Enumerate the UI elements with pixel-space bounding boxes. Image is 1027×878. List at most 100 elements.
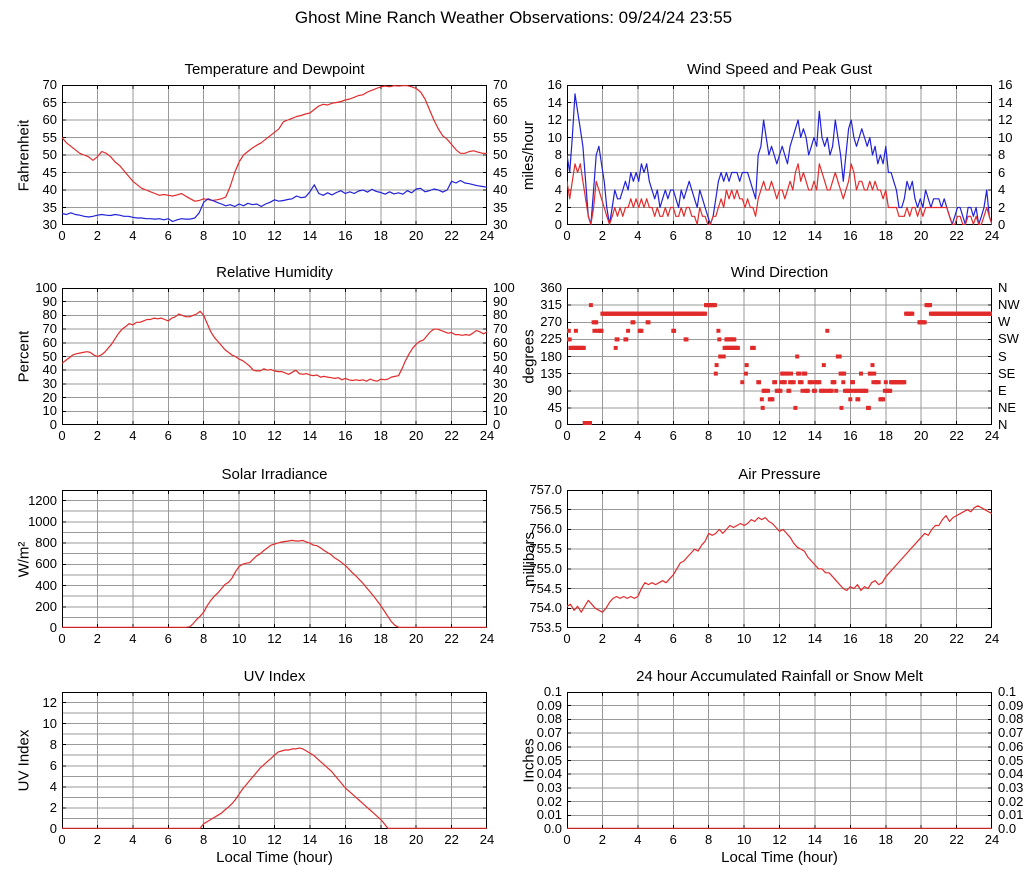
x-tick-label: 0: [563, 832, 571, 847]
y-tick-label: 0: [554, 417, 562, 432]
x-tick-label: 12: [772, 228, 787, 243]
y-tick-label: 755.0: [529, 560, 562, 576]
y-tick-label: 35: [42, 199, 57, 215]
x-tick-label: 18: [878, 228, 893, 243]
x-tick-label: 16: [843, 428, 858, 443]
x-axis-label: Local Time (hour): [216, 849, 333, 866]
y-tick-label: 100: [35, 280, 57, 295]
y-tick-label-right: 0: [998, 217, 1006, 232]
y-tick-label: 0.03: [536, 779, 562, 795]
y-tick-label-right: 0.06: [998, 738, 1024, 754]
y-tick-label-right: 50: [493, 348, 508, 364]
x-tick-label: 24: [984, 228, 1000, 243]
x-tick-label: 4: [634, 428, 642, 443]
x-tick-label: 8: [200, 428, 208, 443]
y-tick-label: 60: [42, 334, 57, 350]
x-tick-label: 0: [58, 631, 66, 646]
x-tick-label: 8: [200, 228, 208, 243]
y-tick-label: 30: [42, 375, 57, 391]
x-tick-label: 16: [338, 228, 353, 243]
series-uv: [62, 747, 487, 829]
x-tick-label: 8: [200, 631, 208, 646]
y-tick-label: 10: [42, 403, 57, 419]
series-pressure: [567, 505, 992, 613]
y-tick-label: 600: [35, 556, 57, 572]
page-title: Ghost Mine Ranch Weather Observations: 0…: [294, 8, 733, 27]
y-tick-label: 70: [42, 321, 57, 337]
y-tick-label: 2: [554, 199, 562, 215]
x-tick-label: 24: [984, 832, 1000, 847]
y-tick-label: 0.0: [543, 821, 562, 836]
x-tick-label: 22: [949, 228, 964, 243]
x-tick-label: 22: [949, 428, 964, 443]
x-tick-label: 14: [807, 631, 823, 646]
y-tick-label: 0: [554, 217, 562, 232]
x-tick-label: 20: [913, 631, 929, 646]
x-tick-label: 4: [634, 631, 642, 646]
x-tick-label: 22: [444, 631, 459, 646]
x-tick-label: 22: [949, 832, 964, 847]
y-tick-label: 0.02: [536, 793, 562, 809]
x-tick-label: 6: [164, 228, 172, 243]
chart-title: Air Pressure: [738, 466, 821, 483]
x-tick-label: 24: [984, 631, 1000, 646]
y-tick-label: 200: [35, 598, 57, 614]
y-tick-label: 180: [540, 348, 562, 364]
compass-label: S: [998, 348, 1007, 364]
compass-label: NW: [998, 297, 1020, 313]
x-tick-label: 2: [93, 832, 102, 847]
compass-label: NE: [998, 399, 1017, 415]
x-tick-label: 6: [164, 428, 172, 443]
y-tick-label: 0.1: [543, 684, 562, 699]
y-tick-label: 400: [35, 577, 57, 593]
y-tick-label: 70: [42, 77, 57, 92]
y-tick-label: 0: [49, 821, 57, 836]
x-tick-label: 4: [129, 832, 137, 847]
x-tick-label: 18: [878, 631, 893, 646]
y-tick-label-right: 10: [998, 129, 1013, 145]
x-tick-label: 20: [913, 428, 929, 443]
x-tick-label: 24: [479, 631, 495, 646]
x-tick-label: 6: [164, 832, 172, 847]
y-tick-label-right: 12: [998, 112, 1013, 127]
x-tick-label: 6: [669, 228, 677, 243]
x-tick-label: 4: [129, 631, 137, 646]
x-tick-label: 10: [736, 428, 752, 443]
x-tick-label: 10: [231, 428, 247, 443]
chart-title: 24 hour Accumulated Rainfall or Snow Mel…: [636, 668, 923, 685]
y-tick-label: 1000: [28, 513, 57, 529]
y-tick-label-right: 8: [998, 147, 1006, 162]
y-tick-label-right: 6: [998, 164, 1006, 180]
y-tick-label-right: 0.0: [998, 821, 1017, 836]
x-tick-label: 14: [807, 228, 823, 243]
series-wind-speed: [567, 163, 992, 225]
x-tick-label: 16: [338, 631, 353, 646]
x-tick-label: 20: [408, 832, 424, 847]
y-tick-label-right: 40: [493, 362, 508, 378]
y-tick-label: 0.04: [536, 766, 562, 782]
y-tick-label: 12: [42, 694, 57, 710]
y-tick-label: 90: [547, 382, 562, 398]
x-tick-label: 22: [949, 631, 964, 646]
x-tick-label: 14: [807, 832, 823, 847]
x-axis-label: Local Time (hour): [721, 849, 838, 866]
y-tick-label: 0.06: [536, 738, 562, 754]
scatter-wind-direction: [567, 303, 992, 425]
x-tick-label: 24: [479, 428, 495, 443]
x-tick-label: 12: [772, 832, 787, 847]
chart-title: Relative Humidity: [216, 264, 333, 281]
x-tick-label: 24: [479, 228, 495, 243]
x-tick-label: 6: [164, 631, 172, 646]
y-tick-label: 10: [42, 715, 57, 731]
y-tick-label: 50: [42, 147, 57, 162]
y-tick-label-right: 30: [493, 217, 508, 232]
x-tick-label: 14: [302, 228, 318, 243]
y-tick-label: 4: [49, 778, 57, 794]
x-tick-label: 20: [408, 228, 424, 243]
y-tick-label-right: 80: [493, 307, 508, 323]
y-tick-label: 753.5: [529, 620, 562, 635]
x-tick-label: 0: [563, 428, 571, 443]
